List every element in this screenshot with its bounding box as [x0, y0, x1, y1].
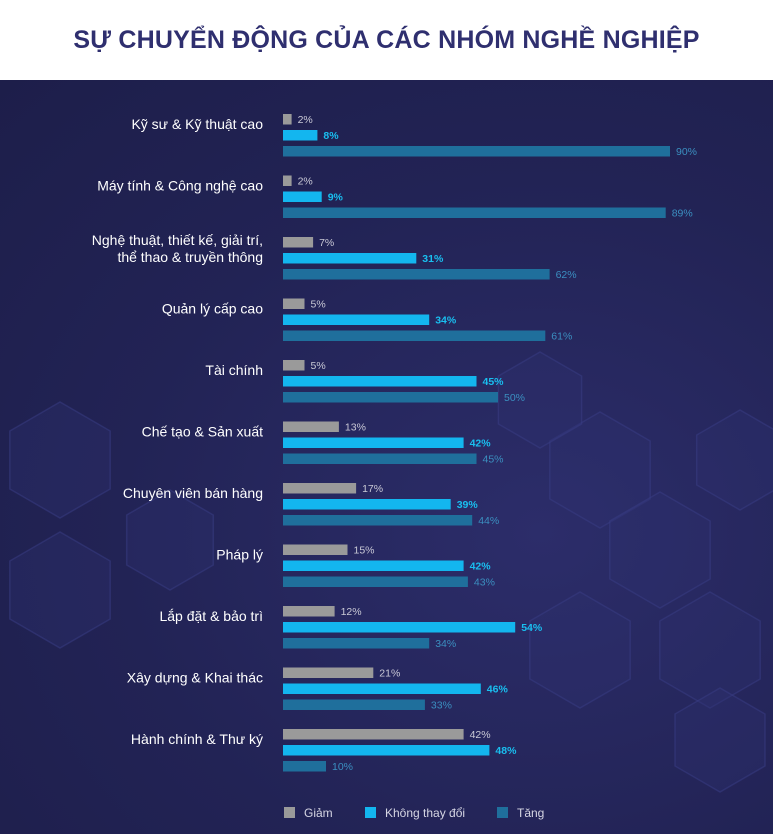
category-label: Tài chính [205, 362, 263, 378]
chart-title: SỰ CHUYỂN ĐỘNG CỦA CÁC NHÓM NGHỀ NGHIỆP [73, 26, 700, 54]
bar-unchanged [283, 314, 430, 325]
bar-unchanged [283, 437, 464, 448]
bar-unchanged [283, 745, 490, 756]
decorative-hexagon [125, 489, 215, 591]
data-label: 13% [345, 422, 366, 434]
data-label: 34% [435, 638, 456, 650]
category-label: Xây dựng & Khai thác [127, 670, 263, 686]
legend-swatch [365, 807, 376, 818]
bar-increase [283, 146, 670, 157]
bar-decrease [283, 175, 292, 186]
data-label: 12% [341, 606, 362, 618]
data-label: 42% [470, 561, 492, 573]
bar-unchanged [283, 376, 477, 387]
data-label: 34% [435, 315, 457, 327]
data-label: 45% [483, 376, 505, 388]
category-label: Kỹ sư & Kỹ thuật cao [131, 116, 263, 132]
data-label: 31% [422, 253, 444, 265]
decorative-hexagon [9, 401, 111, 519]
data-label: 48% [495, 745, 517, 757]
bar-decrease [283, 606, 335, 617]
data-label: 21% [379, 668, 400, 680]
category-label: Nghệ thuật, thiết kế, giải trí, thể thao … [92, 232, 263, 265]
data-label: 2% [298, 114, 313, 126]
data-label: 50% [504, 392, 525, 404]
chart-panel: Kỹ sư & Kỹ thuật cao 2% 8% 90% Máy tính & Cô… [0, 80, 773, 834]
decorative-hexagon [497, 351, 583, 449]
bar-increase [283, 761, 326, 772]
bar-decrease [283, 298, 305, 309]
legend-swatch [284, 807, 295, 818]
category-label: Chuyên viên bán hàng [123, 485, 263, 501]
bar-decrease [283, 360, 305, 371]
bar-decrease [283, 421, 339, 432]
bar-increase [283, 515, 473, 526]
bar-increase [283, 392, 498, 403]
bar-decrease [283, 667, 374, 678]
data-label: 62% [556, 269, 577, 281]
data-label: 33% [431, 700, 452, 712]
legend-label: Không thay đổi [385, 806, 465, 820]
data-label: 42% [470, 729, 491, 741]
decorative-hexagon [529, 591, 631, 709]
decorative-hexagon [674, 687, 766, 793]
bar-chart: Kỹ sư & Kỹ thuật cao 2% 8% 90% Máy tính & Cô… [92, 114, 697, 820]
legend-label: Tăng [517, 806, 544, 820]
category-label: Hành chính & Thư ký [131, 731, 263, 747]
bar-decrease [283, 544, 348, 555]
decorative-hexagon [549, 411, 651, 529]
bar-decrease [283, 729, 464, 740]
data-label: 5% [311, 299, 326, 311]
decorative-hexagon [9, 531, 111, 649]
category-label: Lắp đặt & bảo trì [159, 608, 263, 624]
data-label: 44% [478, 515, 499, 527]
bar-unchanged [283, 560, 464, 571]
data-label: 17% [362, 483, 383, 495]
data-label: 7% [319, 237, 334, 249]
data-label: 45% [483, 454, 504, 466]
bar-decrease [283, 483, 357, 494]
category-label: Quản lý cấp cao [162, 301, 263, 317]
category-label: Pháp lý [216, 547, 263, 563]
data-label: 5% [311, 360, 326, 372]
decorative-hexagon [609, 491, 711, 609]
background-decoration [9, 351, 773, 793]
bar-unchanged [283, 499, 451, 510]
decorative-hexagon [659, 591, 761, 709]
data-label: 89% [672, 208, 693, 220]
data-label: 90% [676, 146, 697, 158]
bar-increase [283, 699, 425, 710]
bar-decrease [283, 237, 314, 248]
bar-unchanged [283, 191, 322, 202]
header: SỰ CHUYỂN ĐỘNG CỦA CÁC NHÓM NGHỀ NGHIỆP [0, 0, 773, 80]
data-label: 9% [328, 192, 344, 204]
bar-increase [283, 576, 468, 587]
bar-increase [283, 453, 477, 464]
category-label: Chế tạo & Sản xuất [142, 424, 264, 440]
bar-increase [283, 638, 430, 649]
bar-unchanged [283, 622, 516, 633]
data-label: 8% [323, 130, 339, 142]
data-label: 2% [298, 176, 313, 188]
category-label: Máy tính & Công nghệ cao [97, 178, 263, 194]
data-label: 43% [474, 577, 495, 589]
data-label: 46% [487, 684, 509, 696]
bar-increase [283, 207, 666, 218]
bar-unchanged [283, 683, 481, 694]
bar-unchanged [283, 253, 417, 264]
bar-decrease [283, 114, 292, 125]
bar-unchanged [283, 130, 318, 141]
data-label: 39% [457, 499, 479, 511]
data-label: 15% [354, 545, 375, 557]
data-label: 61% [551, 331, 572, 343]
decorative-hexagon [695, 409, 773, 511]
legend-label: Giảm [304, 806, 333, 820]
legend-swatch [497, 807, 508, 818]
bar-increase [283, 269, 550, 280]
data-label: 42% [470, 438, 492, 450]
data-label: 10% [332, 761, 353, 773]
bar-increase [283, 330, 546, 341]
data-label: 54% [521, 622, 543, 634]
